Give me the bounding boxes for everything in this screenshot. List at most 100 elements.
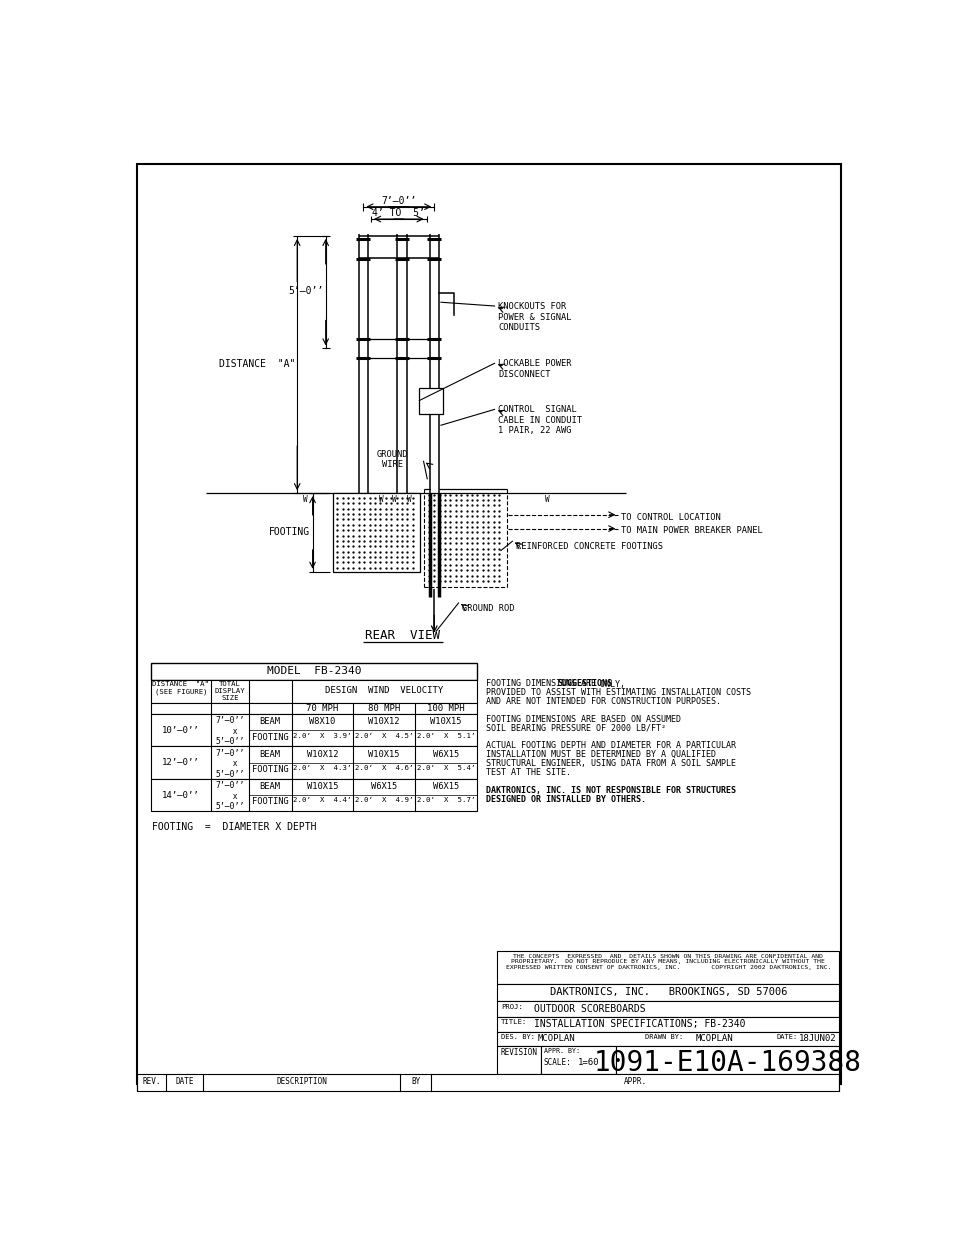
Text: 7’–0’’
  x
5’–0’’: 7’–0’’ x 5’–0’’ bbox=[215, 748, 245, 778]
Text: TOTAL
DISPLAY
SIZE: TOTAL DISPLAY SIZE bbox=[214, 680, 245, 701]
Text: W: W bbox=[406, 495, 411, 504]
Text: 2.0’  X  5.7’: 2.0’ X 5.7’ bbox=[416, 798, 475, 803]
Text: DAKTRONICS, INC. IS NOT RESPONSIBLE FOR STRUCTURES: DAKTRONICS, INC. IS NOT RESPONSIBLE FOR … bbox=[485, 785, 735, 795]
Bar bbox=[497, 984, 839, 1002]
Text: DESIGNED OR INSTALLED BY OTHERS.: DESIGNED OR INSTALLED BY OTHERS. bbox=[485, 794, 645, 804]
Text: 10’–0’’: 10’–0’’ bbox=[162, 726, 199, 735]
Text: MCOPLAN: MCOPLAN bbox=[537, 1035, 575, 1044]
Text: SCALE:: SCALE: bbox=[543, 1058, 571, 1067]
Text: 2.0’  X  4.3’: 2.0’ X 4.3’ bbox=[293, 764, 352, 771]
Text: FOOTING: FOOTING bbox=[269, 527, 310, 537]
Text: TO CONTROL LOCATION: TO CONTROL LOCATION bbox=[620, 513, 720, 521]
Text: 2.0’  X  5.4’: 2.0’ X 5.4’ bbox=[416, 764, 475, 771]
Text: CONTROL  SIGNAL
CABLE IN CONDUIT
1 PAIR, 22 AWG: CONTROL SIGNAL CABLE IN CONDUIT 1 PAIR, … bbox=[497, 405, 581, 435]
Text: 7’–0’’
  x
5’–0’’: 7’–0’’ x 5’–0’’ bbox=[215, 716, 245, 746]
Text: DESCRIPTION: DESCRIPTION bbox=[276, 1077, 327, 1086]
Bar bbox=[333, 493, 420, 572]
Text: PROVIDED TO ASSIST WITH ESTIMATING INSTALLATION COSTS: PROVIDED TO ASSIST WITH ESTIMATING INSTA… bbox=[485, 688, 750, 698]
Text: LOCKABLE POWER
DISCONNECT: LOCKABLE POWER DISCONNECT bbox=[497, 359, 571, 379]
Bar bbox=[497, 1016, 839, 1032]
Text: 1091-E10A-169388: 1091-E10A-169388 bbox=[593, 1049, 861, 1077]
Text: W10X12: W10X12 bbox=[307, 750, 338, 758]
Bar bbox=[418, 389, 442, 414]
Text: 2.0’  X  4.9’: 2.0’ X 4.9’ bbox=[355, 798, 413, 803]
Text: 7’–0’’
  x
5’–0’’: 7’–0’’ x 5’–0’’ bbox=[215, 782, 245, 811]
Text: SUGGESTIONS: SUGGESTIONS bbox=[557, 679, 612, 688]
Text: W: W bbox=[302, 495, 307, 504]
Text: DAKTRONICS, INC.   BROOKINGS, SD 57006: DAKTRONICS, INC. BROOKINGS, SD 57006 bbox=[549, 988, 786, 998]
Text: BEAM: BEAM bbox=[259, 718, 280, 726]
Text: MODEL  FB-2340: MODEL FB-2340 bbox=[267, 666, 361, 676]
Text: AND ARE NOT INTENDED FOR CONSTRUCTION PURPOSES.: AND ARE NOT INTENDED FOR CONSTRUCTION PU… bbox=[485, 698, 720, 706]
Text: OUTDOOR SCOREBOARDS: OUTDOOR SCOREBOARDS bbox=[534, 1004, 645, 1014]
Text: W: W bbox=[392, 495, 396, 504]
Text: DISTANCE  "A"
(SEE FIGURE): DISTANCE "A" (SEE FIGURE) bbox=[152, 680, 209, 694]
Text: FOOTING DIMENSIONS ARE BASED ON ASSUMED: FOOTING DIMENSIONS ARE BASED ON ASSUMED bbox=[485, 715, 680, 724]
Text: W: W bbox=[378, 495, 383, 504]
Text: ONLY,: ONLY, bbox=[595, 679, 624, 688]
Bar bbox=[497, 1002, 839, 1016]
Text: DES. BY:: DES. BY: bbox=[500, 1035, 535, 1040]
Text: REAR  VIEW: REAR VIEW bbox=[365, 629, 439, 642]
Text: 80 MPH: 80 MPH bbox=[368, 704, 400, 713]
Text: APPR.: APPR. bbox=[623, 1077, 646, 1086]
Bar bbox=[151, 679, 476, 703]
Text: 70 MPH: 70 MPH bbox=[306, 704, 338, 713]
Text: TEST AT THE SITE.: TEST AT THE SITE. bbox=[485, 768, 570, 777]
Text: W10X15: W10X15 bbox=[430, 718, 461, 726]
Text: FOOTING: FOOTING bbox=[252, 798, 289, 806]
Text: 2.0’  X  4.5’: 2.0’ X 4.5’ bbox=[355, 732, 413, 739]
Text: W10X15: W10X15 bbox=[368, 750, 399, 758]
Text: TO MAIN POWER BREAKER PANEL: TO MAIN POWER BREAKER PANEL bbox=[620, 526, 761, 536]
Text: 12’–0’’: 12’–0’’ bbox=[162, 758, 199, 767]
Text: GROUND
WIRE: GROUND WIRE bbox=[376, 450, 408, 469]
Text: 2.0’  X  4.6’: 2.0’ X 4.6’ bbox=[355, 764, 413, 771]
Text: W10X15: W10X15 bbox=[307, 782, 338, 790]
Text: FOOTING DIMENSIONS ARE: FOOTING DIMENSIONS ARE bbox=[485, 679, 600, 688]
Text: 2.0’  X  4.4’: 2.0’ X 4.4’ bbox=[293, 798, 352, 803]
Text: GROUND ROD: GROUND ROD bbox=[461, 604, 514, 613]
Text: PROJ:: PROJ: bbox=[500, 1004, 522, 1010]
Text: W8X10: W8X10 bbox=[309, 718, 335, 726]
Text: BY: BY bbox=[411, 1077, 420, 1086]
Text: W: W bbox=[544, 495, 549, 504]
Text: 100 MPH: 100 MPH bbox=[427, 704, 464, 713]
Text: INSTALLATION SPECIFICATIONS; FB-2340: INSTALLATION SPECIFICATIONS; FB-2340 bbox=[534, 1019, 745, 1029]
Text: ACTUAL FOOTING DEPTH AND DIAMETER FOR A PARTICULAR: ACTUAL FOOTING DEPTH AND DIAMETER FOR A … bbox=[485, 741, 735, 751]
Text: TITLE:: TITLE: bbox=[500, 1019, 527, 1025]
Text: W10X12: W10X12 bbox=[368, 718, 399, 726]
Bar bbox=[151, 746, 476, 779]
Text: 7’–0’’: 7’–0’’ bbox=[381, 196, 416, 206]
Bar bbox=[137, 1073, 839, 1091]
Text: BEAM: BEAM bbox=[259, 750, 280, 758]
Text: 14’–0’’: 14’–0’’ bbox=[162, 790, 199, 799]
Bar bbox=[497, 1032, 839, 1046]
Text: FOOTING: FOOTING bbox=[252, 764, 289, 774]
Text: SOIL BEARING PRESSURE OF 2000 LB/FT²: SOIL BEARING PRESSURE OF 2000 LB/FT² bbox=[485, 724, 665, 732]
Text: W6X15: W6X15 bbox=[371, 782, 396, 790]
Text: 18JUN02: 18JUN02 bbox=[799, 1035, 836, 1044]
Bar bbox=[151, 779, 476, 811]
Text: 1=60: 1=60 bbox=[577, 1058, 598, 1067]
Text: FOOTING: FOOTING bbox=[252, 732, 289, 742]
Text: 5’–0’’: 5’–0’’ bbox=[288, 287, 323, 296]
Text: DESIGN  WIND  VELOCITY: DESIGN WIND VELOCITY bbox=[325, 685, 443, 694]
Text: DRAWN BY:: DRAWN BY: bbox=[644, 1035, 682, 1040]
Text: MCOPLAN: MCOPLAN bbox=[695, 1035, 732, 1044]
Bar bbox=[151, 714, 476, 746]
Text: W6X15: W6X15 bbox=[433, 750, 458, 758]
Text: DATE:: DATE: bbox=[776, 1035, 797, 1040]
Bar bbox=[497, 951, 839, 984]
Text: 2.0’  X  5.1’: 2.0’ X 5.1’ bbox=[416, 732, 475, 739]
Text: W6X15: W6X15 bbox=[433, 782, 458, 790]
Bar bbox=[616, 1046, 839, 1073]
Text: THE CONCEPTS  EXPRESSED  AND  DETAILS SHOWN ON THIS DRAWING ARE CONFIDENTIAL AND: THE CONCEPTS EXPRESSED AND DETAILS SHOWN… bbox=[505, 953, 830, 971]
Bar bbox=[151, 703, 476, 714]
Text: 4’ TO  5’: 4’ TO 5’ bbox=[372, 209, 425, 219]
Text: REVISION: REVISION bbox=[500, 1049, 537, 1057]
Text: DISTANCE  "A": DISTANCE "A" bbox=[218, 359, 294, 369]
Text: APPR. BY:: APPR. BY: bbox=[543, 1049, 579, 1055]
Text: 2.0’  X  3.9’: 2.0’ X 3.9’ bbox=[293, 732, 352, 739]
Bar bbox=[497, 1046, 540, 1073]
Text: REV.: REV. bbox=[142, 1077, 161, 1086]
